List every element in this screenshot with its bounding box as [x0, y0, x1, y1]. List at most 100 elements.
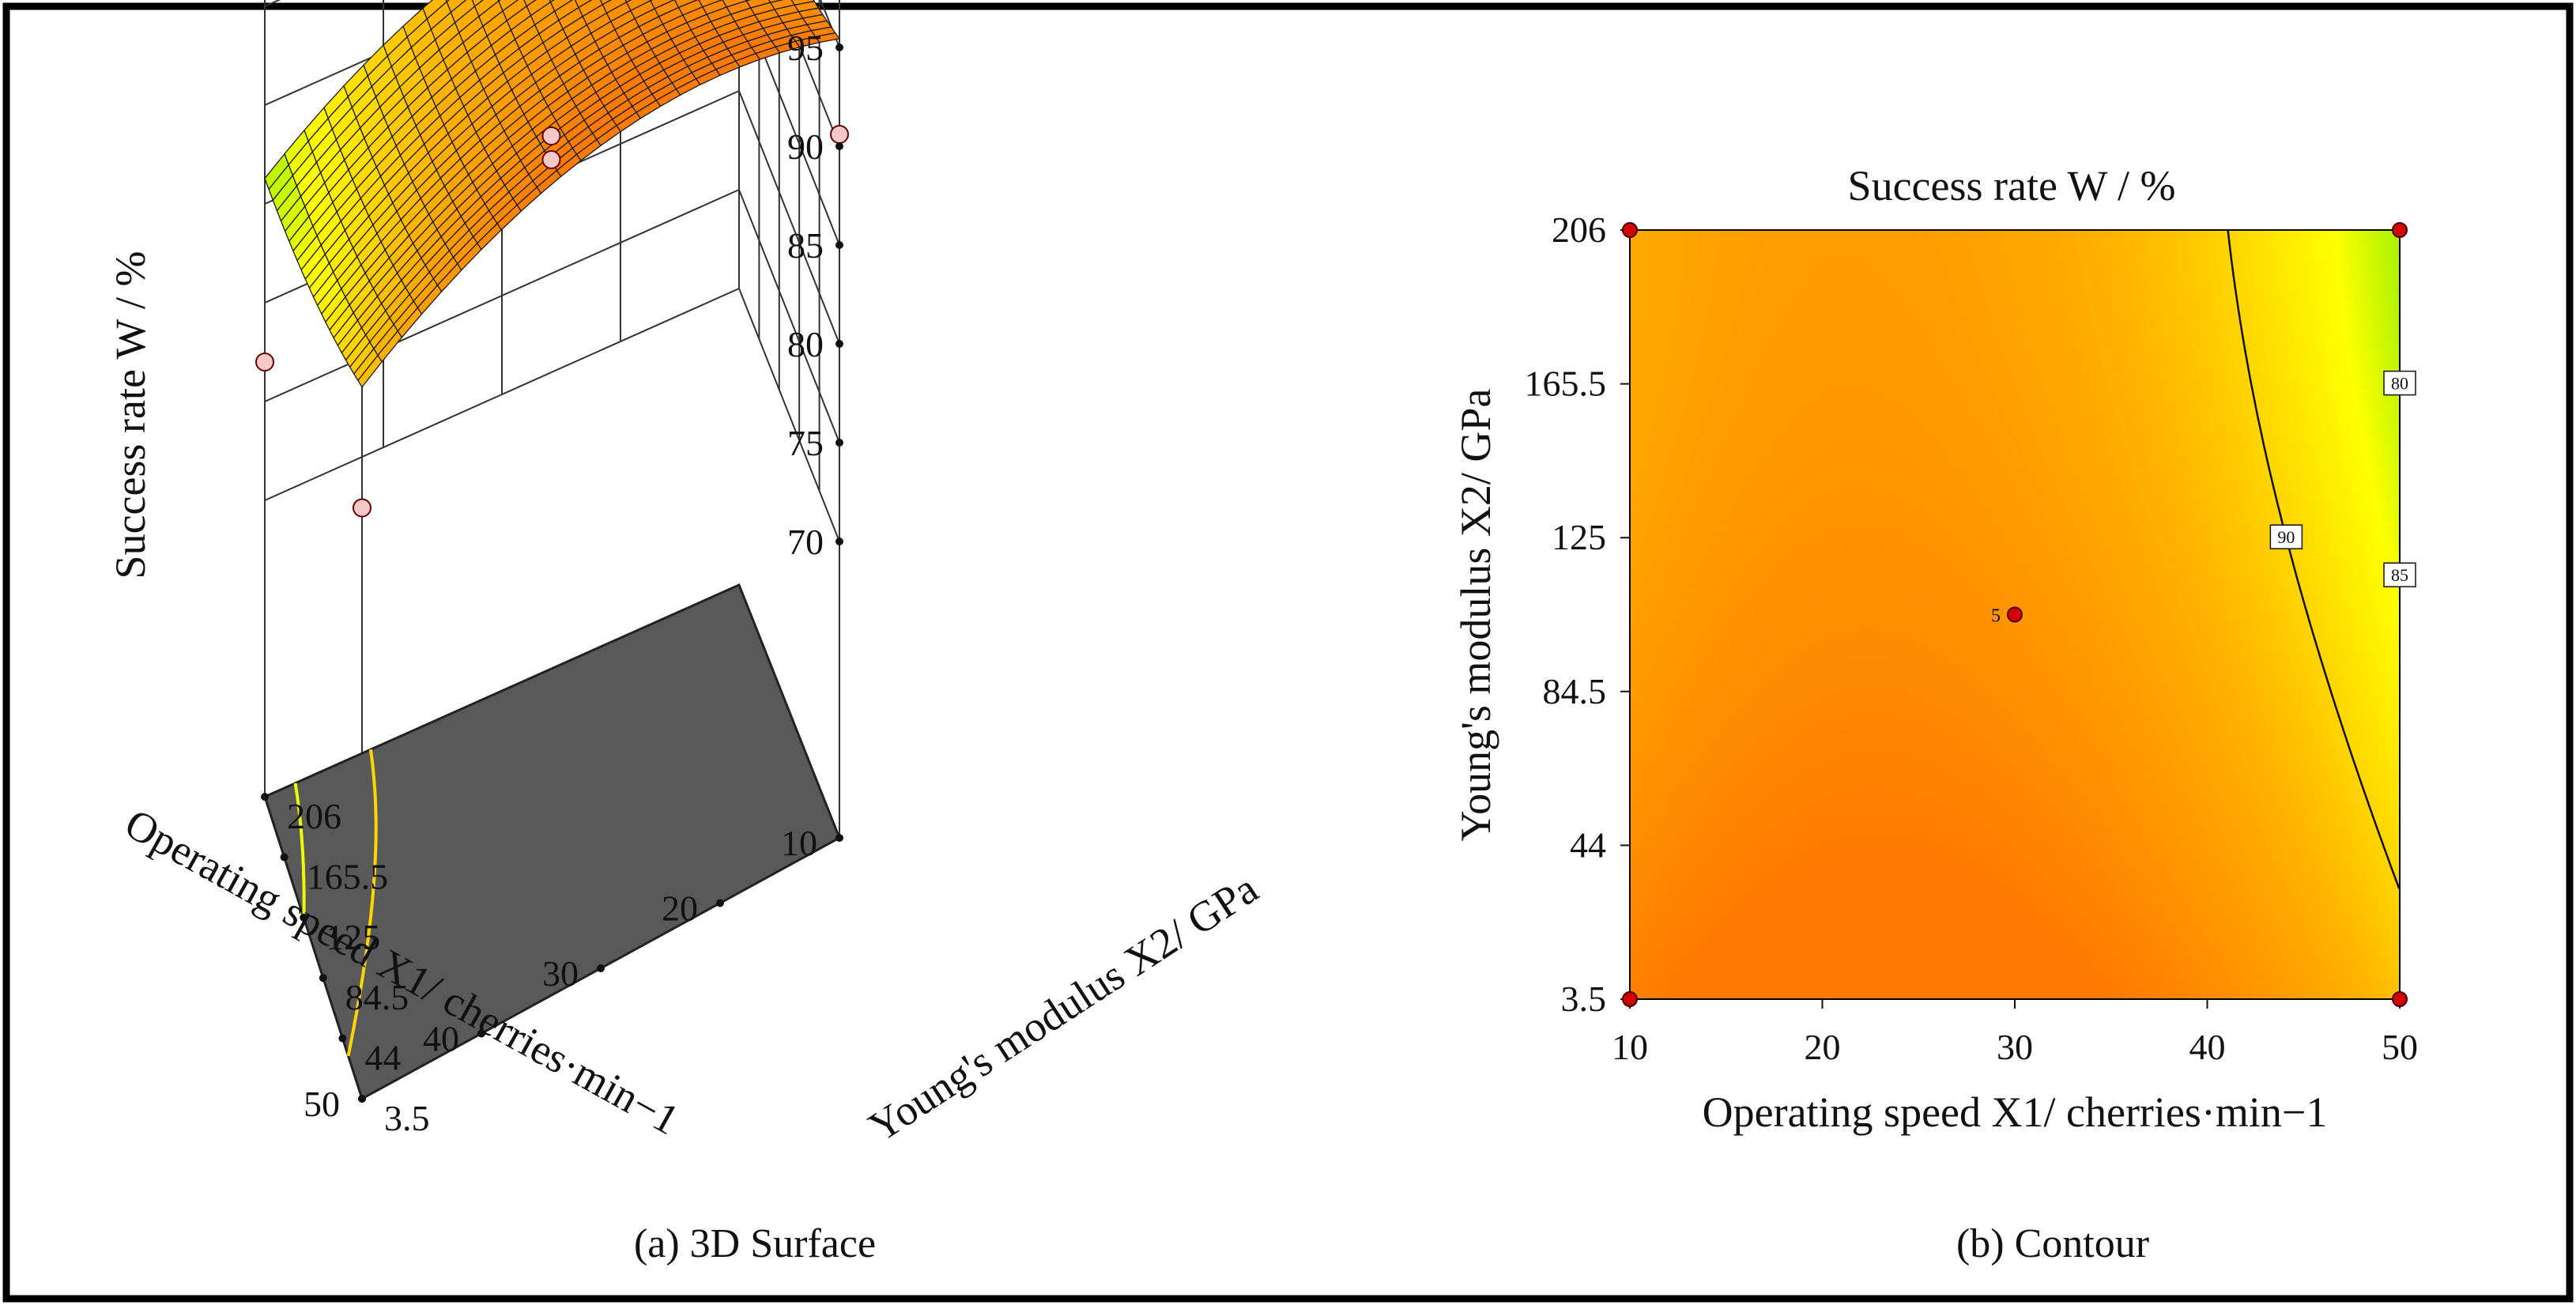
contour-cell — [1636, 521, 1640, 525]
contour-cell — [1633, 834, 1637, 838]
contour-cell — [1633, 436, 1637, 439]
contour-cell — [1636, 666, 1640, 670]
contour-cell — [1633, 856, 1637, 860]
contour-cell — [1633, 407, 1637, 411]
contour-cell — [1633, 866, 1637, 870]
contour-cell — [1636, 300, 1640, 304]
contour-cell — [1633, 388, 1637, 392]
contour-cell — [1633, 714, 1637, 718]
contour-cell — [1633, 325, 1637, 329]
contour-cell — [1636, 325, 1640, 329]
contour-cell — [1636, 394, 1640, 398]
contour-cell — [1633, 413, 1637, 417]
contour-cell — [1633, 768, 1637, 771]
contour-cell — [1636, 369, 1640, 373]
contour-cell — [1636, 926, 1640, 930]
contour-cell — [1633, 363, 1637, 367]
contour-cell — [1633, 473, 1637, 477]
contour-cell — [1636, 265, 1640, 269]
contour-cell — [1636, 929, 1640, 933]
contour-cell — [1633, 480, 1637, 484]
contour-cell — [1633, 885, 1637, 888]
contour-cell — [1633, 375, 1637, 379]
contour-cell — [1636, 730, 1640, 734]
contour-cell — [1633, 353, 1637, 357]
contour-cell — [1639, 398, 1643, 402]
contour-cell — [1636, 764, 1640, 768]
contour-cell — [1636, 436, 1640, 439]
contour-cell — [1636, 989, 1640, 993]
contour-cell — [1633, 774, 1637, 778]
contour-cell — [1633, 331, 1637, 335]
x-tick-mark — [597, 964, 605, 972]
y-tick-label: 165.5 — [307, 856, 389, 896]
contour-title: Success rate W / % — [1848, 162, 2176, 209]
contour-cell — [1639, 319, 1643, 323]
contour-cell — [1633, 894, 1637, 898]
contour-cell — [1633, 423, 1637, 427]
contour-cell — [1633, 268, 1637, 272]
contour-cell — [1633, 360, 1637, 364]
contour-cell — [1636, 461, 1640, 465]
contour-cell — [1636, 262, 1640, 266]
contour-cell — [1633, 356, 1637, 360]
contour-cell — [1633, 587, 1637, 591]
contour-cell — [1636, 252, 1640, 256]
contour-cell — [1633, 922, 1637, 926]
contour-cell — [1633, 303, 1637, 307]
contour-cell — [1633, 970, 1637, 974]
surface-z-axis-title: Success rate W / % — [107, 251, 154, 579]
contour-cell — [1636, 366, 1640, 370]
contour-cell — [1633, 296, 1637, 300]
contour-cell — [1636, 843, 1640, 847]
contour-cell — [1633, 979, 1637, 983]
contour-cell — [1633, 745, 1637, 749]
contour-cell — [1636, 878, 1640, 882]
contour-cell — [1636, 853, 1640, 857]
contour-cell — [1639, 243, 1643, 247]
contour-cell — [1636, 515, 1640, 519]
contour-cell — [1633, 496, 1637, 500]
surface-panel: 70758085909510010203040503.54484.5125165… — [107, 0, 1266, 1266]
contour-cell — [1633, 651, 1637, 654]
contour-cell — [1636, 423, 1640, 427]
contour-cell — [1633, 464, 1637, 468]
contour-cell — [1636, 322, 1640, 326]
contour-cell — [1633, 619, 1637, 623]
contour-cell — [1636, 660, 1640, 664]
contour-cell — [1639, 360, 1643, 364]
contour-cell — [1639, 417, 1643, 421]
contour-cell — [1633, 831, 1637, 835]
contour-cell — [1636, 255, 1640, 259]
contour-cell — [1633, 679, 1637, 683]
contour-cell — [1636, 840, 1640, 844]
contour-cell — [1633, 379, 1637, 383]
contour-cell — [1639, 252, 1643, 256]
contour-cell — [1636, 442, 1640, 446]
contour-cell — [1633, 492, 1637, 496]
contour-cell — [1633, 451, 1637, 455]
contour-cell — [1636, 793, 1640, 797]
contour-cell — [1633, 730, 1637, 734]
contour-cell — [1633, 293, 1637, 297]
contour-cell — [1633, 508, 1637, 512]
contour-cell — [1636, 720, 1640, 724]
contour-cell — [1633, 322, 1637, 326]
contour-cell — [1633, 869, 1637, 873]
contour-cell — [1639, 246, 1643, 250]
contour-cell — [1636, 635, 1640, 639]
contour-cell — [1636, 916, 1640, 920]
contour-cell — [1633, 511, 1637, 515]
contour-cell — [1636, 347, 1640, 351]
contour-cell — [1633, 654, 1637, 658]
contour-cell — [1633, 448, 1637, 452]
contour-cell — [1633, 565, 1637, 569]
contour-cell — [1636, 954, 1640, 958]
contour-cell — [1633, 913, 1637, 917]
contour-cell — [1636, 979, 1640, 983]
contour-cell — [1636, 246, 1640, 250]
contour-cell — [1636, 986, 1640, 990]
contour-cell — [1636, 489, 1640, 493]
contour-cell — [1636, 464, 1640, 468]
contour-cell — [1639, 413, 1643, 417]
